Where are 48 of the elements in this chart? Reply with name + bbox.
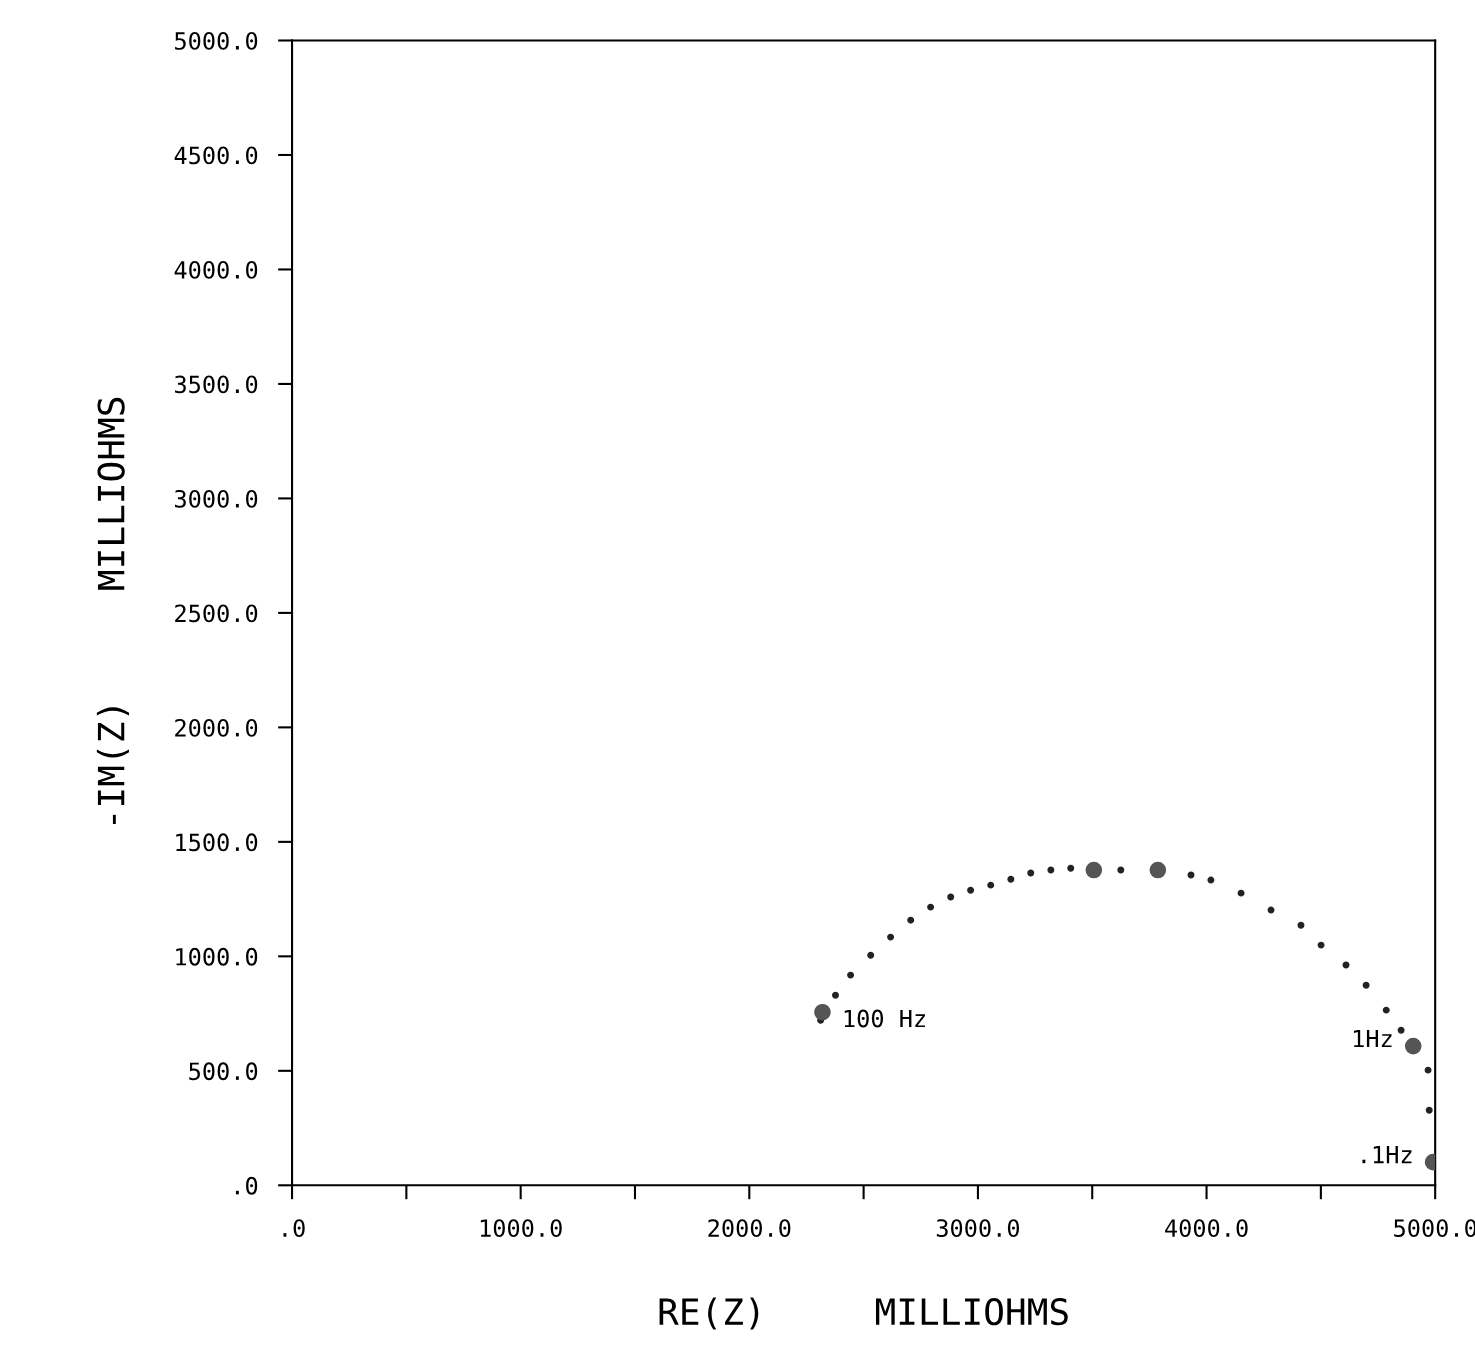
annotation: 1Hz — [1353, 1029, 1392, 1048]
x-tick-label: .0 — [283, 1219, 305, 1238]
point — [1207, 876, 1215, 884]
y-tick-label: 4500.0 — [174, 146, 258, 165]
x-tick-label: 1000.0 — [480, 1219, 562, 1238]
point — [1397, 1026, 1405, 1034]
point — [1317, 941, 1325, 949]
x-axis-title: RE(Z) MILLIOHMS — [659, 1297, 1068, 1330]
point — [1382, 1006, 1390, 1014]
point — [1149, 861, 1167, 879]
y-axis-title: -IM(Z) MILLIOHMS — [96, 397, 130, 825]
point — [832, 991, 839, 999]
point — [1297, 921, 1305, 929]
x-tick-label: 4000.0 — [1165, 1219, 1248, 1238]
point — [1085, 861, 1103, 879]
y-tick-label: 3000.0 — [175, 489, 258, 508]
y-tick-label: 4000.0 — [174, 260, 258, 279]
point — [1047, 866, 1055, 874]
point — [1117, 866, 1125, 874]
point — [1425, 1106, 1433, 1114]
point — [927, 903, 935, 911]
point — [947, 893, 955, 901]
point — [887, 933, 895, 941]
point — [1404, 1037, 1422, 1055]
point — [847, 971, 855, 979]
y-tick-label: 2000.0 — [175, 718, 258, 737]
annotation: 100 Hz — [844, 1009, 925, 1028]
y-tick-label: 3500.0 — [175, 375, 258, 394]
point — [967, 886, 975, 894]
point — [814, 1003, 831, 1021]
y-tick-label: .0 — [235, 1176, 258, 1195]
y-tick-label: 1000.0 — [176, 947, 258, 966]
y-tick-label: 2500.0 — [175, 604, 258, 623]
point — [867, 951, 875, 959]
point — [1067, 864, 1075, 872]
point — [907, 916, 915, 924]
y-tick-label: 5000.0 — [175, 32, 258, 50]
point — [1362, 981, 1370, 989]
point — [987, 881, 995, 889]
point — [1027, 869, 1035, 877]
point — [1007, 875, 1015, 883]
x-tick-label: 3000.0 — [936, 1219, 1020, 1238]
annotation: .1Hz — [1362, 1145, 1412, 1164]
x-tick-label: 2000.0 — [708, 1219, 791, 1238]
y-tick-label: 500.0 — [189, 1062, 258, 1081]
point — [1424, 1066, 1432, 1074]
y-tick-label: 1500.0 — [176, 833, 258, 852]
point — [1237, 889, 1245, 897]
